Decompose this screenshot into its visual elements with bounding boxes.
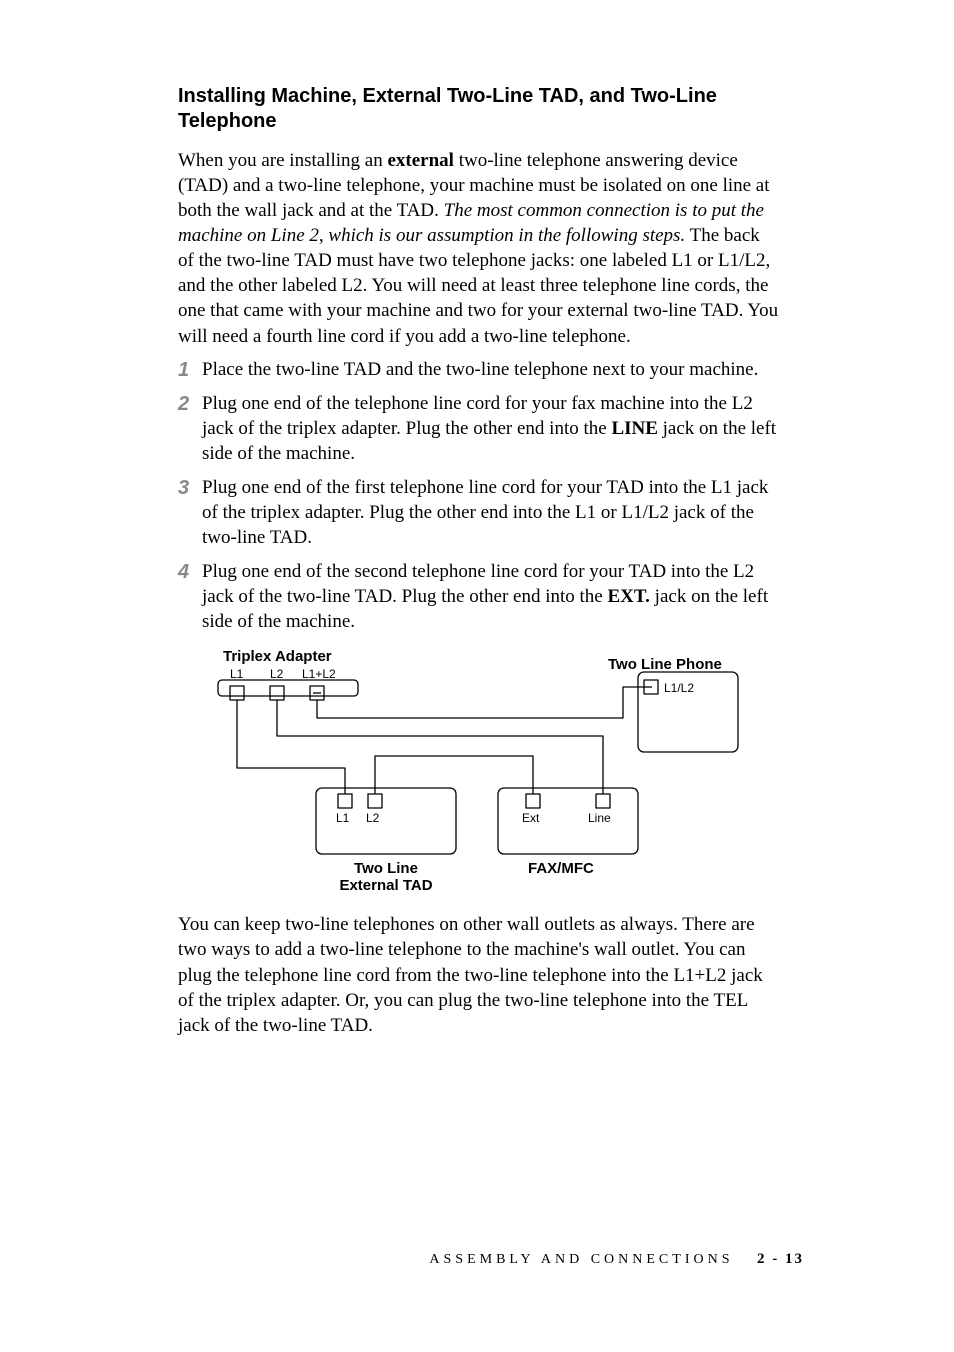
intro-bold-external: external [387,150,453,171]
step-number: 1 [178,357,189,383]
two-line-phone-label: Two Line Phone [608,656,722,673]
step-number: 3 [178,475,189,501]
step-number: 4 [178,559,189,585]
steps-list: 1 Place the two-line TAD and the two-lin… [178,357,780,635]
footer-page: 2 - 13 [757,1251,804,1267]
triplex-adapter-label: Triplex Adapter [223,648,332,665]
svg-text:Ext: Ext [522,811,540,825]
section-heading: Installing Machine, External Two-Line TA… [178,84,780,134]
two-line-tad-label: Two Line External TAD [336,860,436,894]
closing-paragraph: You can keep two-line telephones on othe… [178,912,780,1037]
page-footer: ASSEMBLY AND CONNECTIONS 2 - 13 [429,1251,804,1268]
list-item: 3 Plug one end of the first telephone li… [178,475,780,550]
diagram-svg: L1 L2 L1+L2 L1/L2 L1 L2 Ext Line [208,648,768,898]
svg-text:L1: L1 [230,667,244,681]
step-text: Place the two-line TAD and the two-line … [202,359,758,380]
svg-text:L1+L2: L1+L2 [302,667,336,681]
list-item: 1 Place the two-line TAD and the two-lin… [178,357,780,382]
svg-text:L2: L2 [366,811,380,825]
step-bold: EXT. [608,586,650,607]
page-content: Installing Machine, External Two-Line TA… [178,84,780,1046]
step-bold: LINE [611,418,657,439]
intro-paragraph: When you are installing an external two-… [178,148,780,349]
fax-mfc-label: FAX/MFC [528,860,594,877]
svg-text:L1: L1 [336,811,350,825]
svg-text:L2: L2 [270,667,284,681]
footer-section: ASSEMBLY AND CONNECTIONS [429,1252,733,1267]
intro-text: When you are installing an [178,150,387,171]
list-item: 4 Plug one end of the second telephone l… [178,559,780,634]
svg-text:L1/L2: L1/L2 [664,681,694,695]
tad-label-line2: External TAD [339,877,432,894]
step-number: 2 [178,391,189,417]
list-item: 2 Plug one end of the telephone line cor… [178,391,780,466]
wiring-diagram: Triplex Adapter Two Line Phone Two Line … [208,648,768,898]
step-text: Plug one end of the first telephone line… [202,477,768,548]
tad-label-line1: Two Line [354,860,418,877]
svg-text:Line: Line [588,811,611,825]
